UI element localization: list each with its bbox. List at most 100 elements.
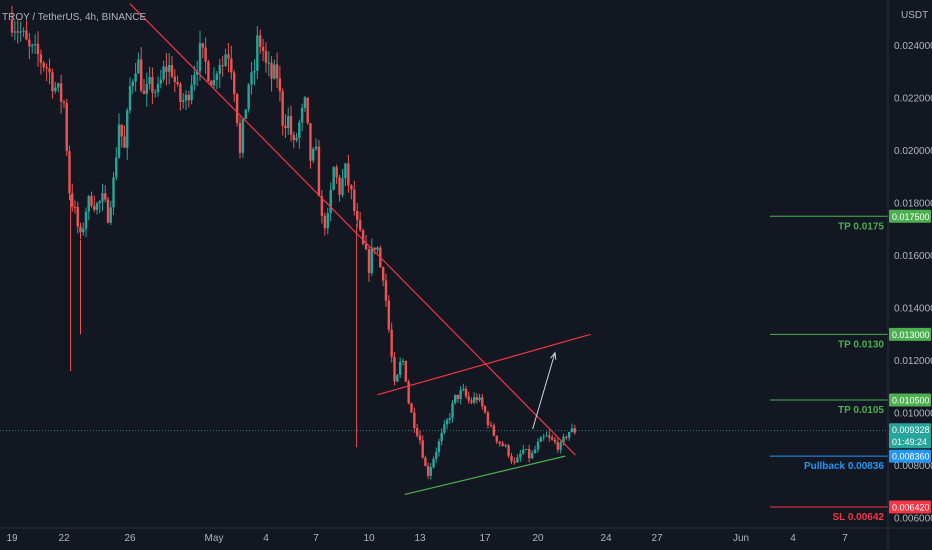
time-tick-label: 20 (532, 533, 544, 544)
candle-body (483, 406, 487, 413)
candle-body (393, 356, 396, 382)
candle-body (413, 412, 416, 429)
candle-body (148, 76, 151, 84)
candle-body (13, 31, 17, 33)
candle-body (84, 211, 88, 229)
price-tag-text: 0.017500 (892, 212, 930, 222)
candle-body (448, 417, 451, 420)
candle-body (182, 100, 185, 103)
candle-body (287, 116, 290, 128)
candle-body (126, 110, 129, 148)
price-tag (889, 500, 931, 514)
candle-body (33, 43, 37, 46)
candle-body (376, 247, 379, 250)
candle-body (373, 247, 376, 250)
candle-body (513, 461, 516, 463)
candle-body (498, 441, 501, 444)
price-tick-label: 0.014000 (894, 304, 932, 315)
candle-body (278, 78, 282, 92)
candle-body (387, 300, 391, 330)
candle-body (256, 35, 259, 71)
candle-body (45, 67, 48, 69)
time-tick-label: 13 (414, 533, 426, 544)
trendline-descending-resistance (129, 3, 576, 456)
price-tags: 0.017500 0.013000 0.010500 0.008360 0.006420… (889, 209, 931, 514)
candle-body (530, 452, 534, 459)
candle-body (154, 92, 157, 94)
candle-body (404, 360, 408, 382)
candle-body (323, 215, 327, 229)
candle-body (65, 103, 68, 152)
candle-body (173, 76, 176, 82)
candle-body (437, 441, 441, 453)
time-tick-label: 26 (124, 533, 136, 544)
candle-body (338, 177, 341, 195)
candle-body (317, 146, 321, 197)
time-axis[interactable]: 19 22 26 May 4 7 10 13 17 20 24 27 Jun 4 7 (6, 533, 848, 544)
candle-body (59, 83, 63, 102)
candle-body (264, 51, 268, 63)
candle-body (410, 403, 413, 413)
candle-body (559, 442, 562, 450)
candle-body (507, 445, 510, 456)
candle-body (215, 73, 219, 80)
candle-body (424, 457, 427, 467)
candle-body (361, 230, 365, 244)
price-tick-label: 0.024000 (894, 41, 932, 52)
candle-body (525, 449, 528, 451)
candle-body (212, 79, 216, 86)
candle-body (459, 390, 462, 400)
candle-body (57, 83, 60, 88)
candle-body (533, 449, 537, 453)
candle-body (367, 249, 371, 274)
candle-body (314, 146, 318, 149)
candle-body (562, 436, 565, 443)
candle-body (168, 65, 171, 72)
candle-body (134, 73, 137, 82)
candle-body (478, 397, 481, 401)
candle-body (87, 196, 90, 212)
candle-body (159, 79, 162, 84)
candle-body (292, 134, 295, 141)
time-tick-label: 4 (790, 533, 796, 544)
candle-body (247, 84, 250, 110)
candle-body (344, 163, 347, 179)
candle-body (193, 74, 196, 85)
candle-body (210, 81, 213, 86)
price-tag (889, 449, 931, 463)
candle-body (398, 361, 402, 376)
candle-body (51, 72, 54, 92)
candle-body (284, 125, 287, 128)
candle-body (426, 466, 430, 476)
candle-body (179, 84, 182, 103)
candle-body (470, 400, 473, 403)
candle-body (42, 62, 45, 68)
price-axis[interactable]: 0.024000 0.022000 0.020000 0.018000 0.016000… (894, 41, 932, 524)
candle-body (401, 360, 405, 362)
candle-body (82, 228, 85, 233)
candle-body (300, 108, 304, 123)
candle-body (123, 136, 126, 148)
time-tick-label: May (205, 533, 224, 544)
time-tick-label: 17 (479, 533, 491, 544)
price-tick-label: 0.010000 (894, 409, 932, 420)
candle-body (98, 201, 101, 204)
candle-body (131, 81, 134, 87)
candle-body (48, 68, 51, 73)
candle-body (353, 189, 356, 211)
price-tag-text: 01:49:24 (892, 437, 927, 447)
candle-body (440, 432, 443, 442)
candle-body (190, 84, 193, 101)
candle-body (104, 193, 107, 200)
candle-body (309, 123, 312, 161)
candle-body (481, 397, 484, 407)
price-tick-label: 0.018000 (894, 199, 932, 210)
candle-body (451, 403, 454, 418)
candle-body (326, 213, 329, 229)
time-tick-label: 27 (651, 533, 663, 544)
candle-body (145, 83, 148, 94)
candle-body (221, 65, 224, 67)
candle-body (227, 54, 230, 59)
candle-body (281, 91, 284, 126)
